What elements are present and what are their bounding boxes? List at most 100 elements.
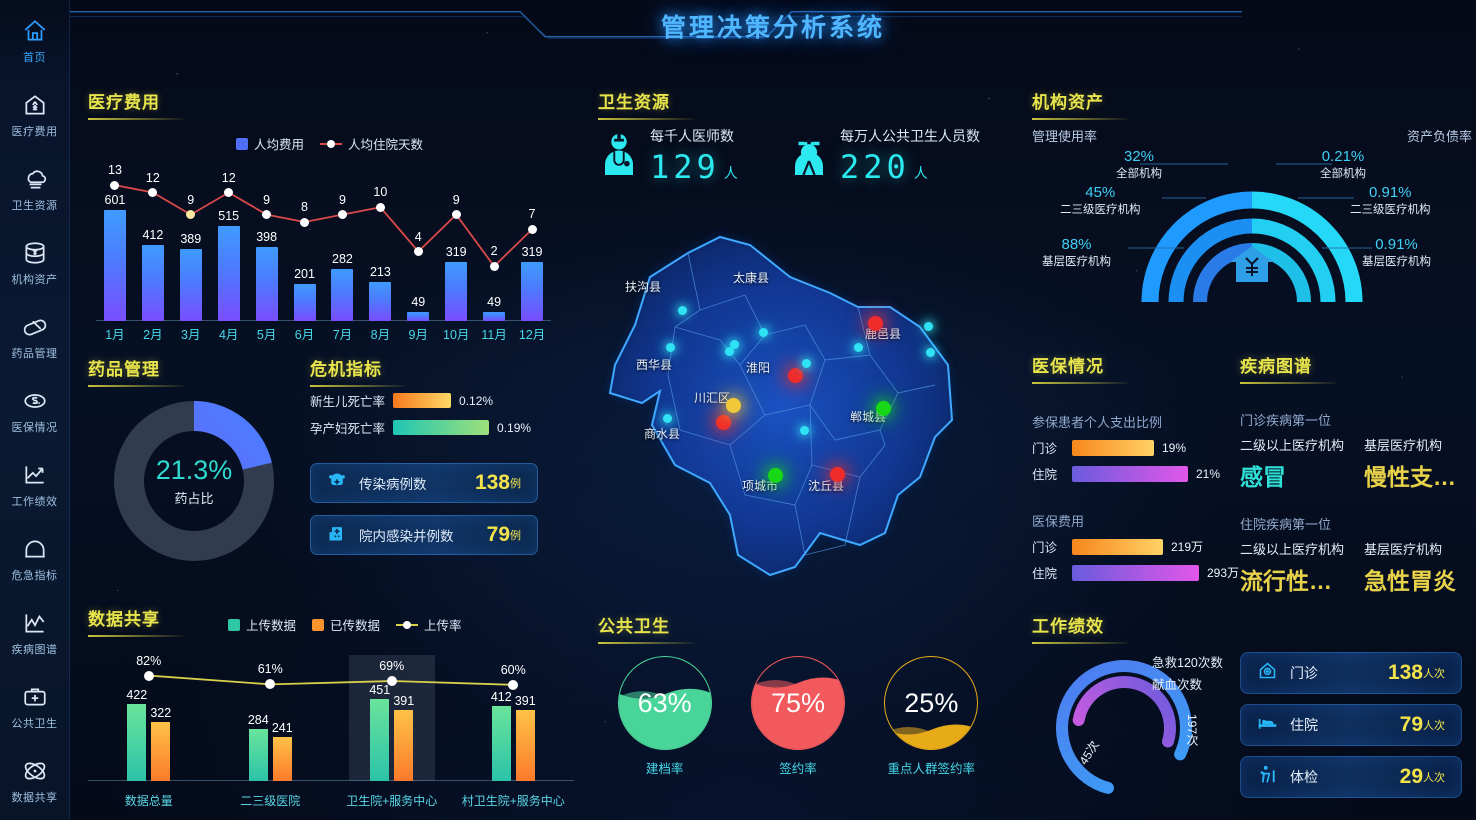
x-axis-label: 4月 xyxy=(218,328,239,342)
map-marker-green[interactable] xyxy=(767,467,783,483)
line-value-label: 9 xyxy=(452,192,460,207)
sidebar-item-home[interactable]: 首页 xyxy=(0,4,69,78)
stat-card-inpatient[interactable]: 住院 79 人次 xyxy=(1240,704,1462,746)
nurse-icon xyxy=(788,131,830,182)
sidebar-item-label: 公共卫生 xyxy=(11,718,58,730)
crisis-card-nosocomial[interactable]: 院内感染并例数 79 例 xyxy=(310,515,538,555)
sidebar-item-public-health[interactable]: 公共卫生 xyxy=(0,670,69,744)
page-title: 管理决策分析系统 xyxy=(660,14,885,42)
bar xyxy=(483,311,506,321)
bar-value-label: 213 xyxy=(369,264,391,279)
sidebar-item-medical-cost[interactable]: 医疗费用 xyxy=(0,78,69,152)
line-point xyxy=(148,188,158,197)
perf-arc-inner xyxy=(1072,676,1176,781)
disease-column: 二级以上医疗机构 感冒 xyxy=(1240,435,1352,492)
data-share-icon xyxy=(20,757,50,785)
map-region-label: 鹿邑县 xyxy=(865,327,902,341)
panel-crisis-indicator: 危机指标 新生儿死亡率 0.12% 孕产妇死亡率 0.19% 传染病例数 138… xyxy=(310,355,560,585)
crisis-card-infectious[interactable]: 传染病例数 138 例 xyxy=(310,463,538,503)
bar xyxy=(255,247,278,321)
chart-legend: 人均费用 人均住院天数 xyxy=(236,134,423,153)
crisis-card-unit: 例 xyxy=(510,530,521,542)
panel-map[interactable]: 扶沟县 太康县 西华县 淮阳 鹿邑县 川汇区 郸城县 商水县 项城市 沈丘县 xyxy=(580,215,1010,605)
map-marker-cyan[interactable] xyxy=(925,347,935,357)
insurance-row-bar xyxy=(1072,439,1154,456)
resource-stat-nurse: 每万人公共卫生人员数 220 人 xyxy=(788,126,980,186)
crisis-card-label: 院内感染并例数 xyxy=(359,529,454,544)
bar xyxy=(331,268,354,321)
map-marker-cyan[interactable] xyxy=(724,346,734,356)
legend-label: 人均费用 xyxy=(254,138,305,152)
title-underline xyxy=(88,385,184,387)
line-value-label: 7 xyxy=(528,207,536,222)
line-value-label: 82% xyxy=(136,653,162,668)
sidebar-item-drug-management[interactable]: 药品管理 xyxy=(0,300,69,374)
stat-card-label: 门诊 xyxy=(1290,665,1318,681)
sidebar-item-label: 疾病图谱 xyxy=(11,644,58,656)
map-marker-cyan[interactable] xyxy=(662,413,672,423)
section-title: 医疗费用 xyxy=(88,93,160,112)
resource-unit: 人 xyxy=(723,165,738,181)
disease-map-icon xyxy=(20,609,50,637)
map-marker-cyan[interactable] xyxy=(665,342,675,352)
gauge-label: 二三级医疗机构 xyxy=(1060,204,1141,216)
stat-card-unit: 人次 xyxy=(1423,772,1445,784)
title-underline xyxy=(1032,642,1128,644)
gauge-arc-right-mid xyxy=(1251,218,1336,303)
sidebar-item-disease-map[interactable]: 疾病图谱 xyxy=(0,596,69,670)
checkup-icon xyxy=(1257,764,1278,790)
sidebar-item-performance[interactable]: 工作绩效 xyxy=(0,448,69,522)
bar-value-label: 398 xyxy=(256,230,278,245)
map-marker-cyan[interactable] xyxy=(799,425,809,435)
liquid-gauge-circle: 63% xyxy=(617,656,712,750)
title-underline xyxy=(598,118,694,120)
line-value-label: 4 xyxy=(414,229,422,244)
stat-card-outpatient[interactable]: 门诊 138 人次 xyxy=(1240,652,1462,694)
disease-column-value: 感冒 xyxy=(1240,464,1286,490)
disease-column-value: 流行性… xyxy=(1240,568,1332,594)
map-marker-red[interactable] xyxy=(715,414,731,430)
sidebar-item-critical-indicator[interactable]: 危急指标 xyxy=(0,522,69,596)
map-marker-red[interactable] xyxy=(829,466,845,482)
panel-data-share: 数据共享 上传数据 已传数据 上传率 422 322 数据总量 284 241 二三级医院… xyxy=(88,605,578,815)
stat-card-value: 138 xyxy=(1387,661,1423,684)
sidebar-item-label: 工作绩效 xyxy=(11,496,58,508)
sidebar-item-data-share[interactable]: 数据共享 xyxy=(0,744,69,818)
map-labels-layer: 扶沟县 太康县 西华县 淮阳 鹿邑县 川汇区 郸城县 商水县 项城市 沈丘县 xyxy=(580,215,1010,605)
bar xyxy=(141,244,164,321)
drug-management-icon xyxy=(20,313,50,341)
donut-center-label: 药占比 xyxy=(174,491,214,506)
crisis-bar-row: 新生儿死亡率 0.12% xyxy=(310,391,493,410)
disease-block-subtitle: 住院疾病第一位 xyxy=(1240,517,1332,532)
liquid-gauge-value: 63% xyxy=(637,687,692,718)
map-marker-green[interactable] xyxy=(875,400,891,416)
map-marker-cyan[interactable] xyxy=(758,327,768,337)
map-marker-cyan[interactable] xyxy=(801,358,811,368)
map-marker-cyan[interactable] xyxy=(923,321,933,331)
institution-asset-icon xyxy=(20,239,50,267)
crisis-card-unit: 例 xyxy=(510,478,521,490)
map-marker-cyan[interactable] xyxy=(729,339,739,349)
sidebar-item-insurance[interactable]: 医保情况 xyxy=(0,374,69,448)
gauge-label-left-1: 45% 二三级医疗机构 xyxy=(1060,184,1141,217)
section-title: 机构资产 xyxy=(1032,93,1104,112)
region-map[interactable] xyxy=(580,215,1010,605)
crisis-bar-fill xyxy=(393,393,452,408)
panel-public-health: 公共卫生 63% 建档率 75% 签约率 25% 重点人群签约率 xyxy=(598,612,998,812)
stat-card-checkup[interactable]: 体检 29 人次 xyxy=(1240,756,1462,798)
map-marker-cyan[interactable] xyxy=(853,342,863,352)
gauge-label: 二三级医疗机构 xyxy=(1350,204,1431,216)
panel-drug-management: 药品管理 21.3% 药占比 xyxy=(88,355,298,585)
sidebar-item-health-resource[interactable]: 卫生资源 xyxy=(0,152,69,226)
x-axis xyxy=(96,320,551,321)
sidebar-item-institution-asset[interactable]: 机构资产 xyxy=(0,226,69,300)
sidebar-item-label: 药品管理 xyxy=(11,348,58,360)
disease-column-value: 急性胃炎 xyxy=(1364,568,1456,594)
legend-swatch xyxy=(228,618,240,631)
map-marker-amber[interactable] xyxy=(725,397,741,413)
bar xyxy=(127,703,147,781)
map-marker-red[interactable] xyxy=(787,367,803,383)
public-health-icon xyxy=(20,683,50,711)
map-marker-cyan[interactable] xyxy=(677,305,687,315)
map-marker-red[interactable] xyxy=(867,315,883,331)
